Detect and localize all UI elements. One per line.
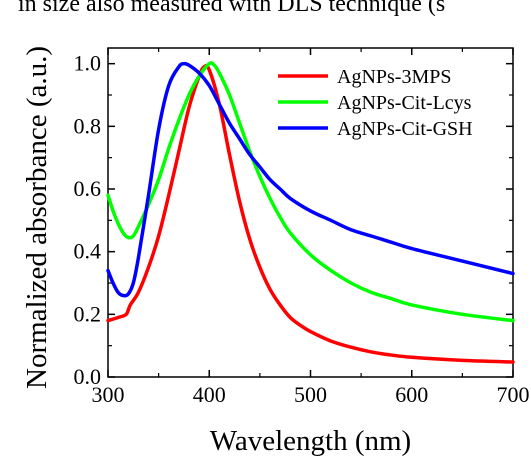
legend: AgNPs-3MPS AgNPs-Cit-Lcys AgNPs-Cit-GSH xyxy=(278,66,473,140)
y-tick-label: 1.0 xyxy=(74,51,102,76)
y-tick-label: 0.6 xyxy=(74,176,102,201)
x-tick-label: 700 xyxy=(497,382,530,407)
caption-fragment: in size also measured with DLS technique… xyxy=(18,0,446,17)
y-tick-label: 0.2 xyxy=(74,301,102,326)
x-tick-label: 600 xyxy=(395,382,428,407)
x-tick-label: 500 xyxy=(294,382,327,407)
series-line-agnps-cit-gsh xyxy=(106,61,515,298)
x-tick-label: 300 xyxy=(92,382,125,407)
y-ticks: 0.0 0.2 0.4 0.6 0.8 1.0 xyxy=(74,51,513,389)
series-lines xyxy=(106,61,515,364)
x-axis-title: Wavelength (nm) xyxy=(210,425,411,457)
y-tick-label: 0.4 xyxy=(74,239,102,264)
y-tick-label: 0.8 xyxy=(74,113,102,138)
series-line-agnps-cit-lcys xyxy=(106,61,515,323)
series-line-agnps-3mps xyxy=(106,63,515,364)
x-tick-label: 400 xyxy=(193,382,226,407)
legend-label-agnps-cit-lcys: AgNPs-Cit-Lcys xyxy=(337,92,472,114)
y-tick-label: 0.0 xyxy=(74,364,102,389)
legend-label-agnps-cit-gsh: AgNPs-Cit-GSH xyxy=(337,118,473,140)
y-axis-title: Normalized absorbance (a.u.) xyxy=(21,46,53,389)
legend-label-agnps-3mps: AgNPs-3MPS xyxy=(337,66,451,88)
x-ticks: 300 400 500 600 700 xyxy=(92,48,530,407)
